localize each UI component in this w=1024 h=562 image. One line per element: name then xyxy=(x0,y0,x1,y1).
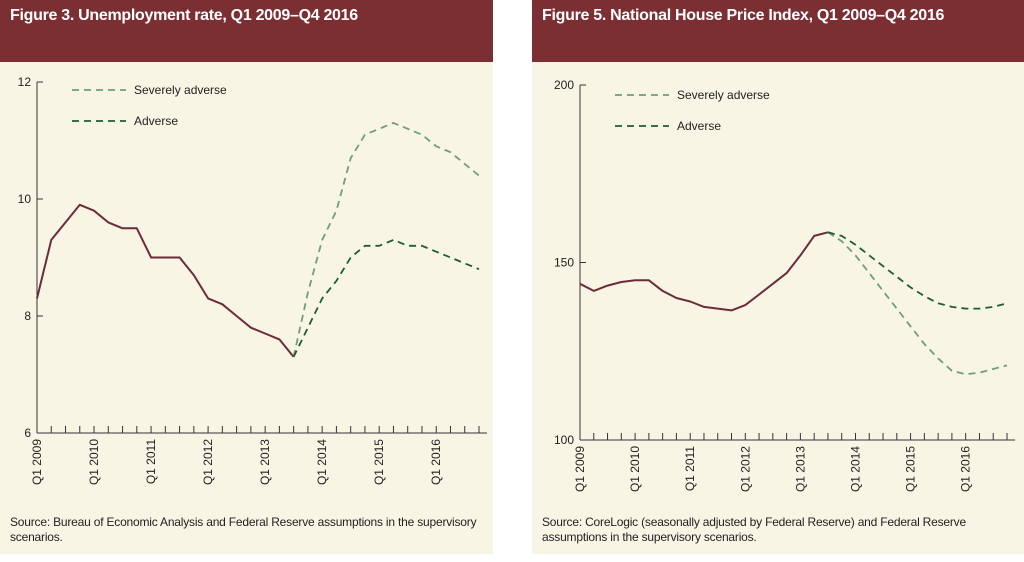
y-tick-label: 200 xyxy=(554,78,574,92)
x-tick-label: Q1 2015 xyxy=(904,446,918,492)
y-tick-label: 8 xyxy=(24,309,31,323)
y-tick-label: 6 xyxy=(24,426,31,440)
panel-background xyxy=(0,62,493,554)
x-tick-label: Q1 2010 xyxy=(628,446,642,492)
series-line xyxy=(36,203,295,358)
panel-background xyxy=(532,62,1024,554)
x-tick-label: Q1 2013 xyxy=(793,446,807,492)
chart-source: Source: CoreLogic (seasonally adjusted b… xyxy=(542,515,966,544)
series-line xyxy=(827,231,1008,310)
panel-header xyxy=(532,0,1024,62)
x-tick-label: Q1 2013 xyxy=(258,439,272,485)
chart-title: Figure 5. National House Price Index, Q1… xyxy=(542,7,945,24)
chart-source: Source: Bureau of Economic Analysis and … xyxy=(10,515,477,544)
x-tick-label: Q1 2014 xyxy=(315,439,329,485)
legend-label: Adverse xyxy=(677,119,721,133)
series-line xyxy=(827,231,1008,376)
x-tick-label: Q1 2010 xyxy=(87,439,101,485)
x-tick-label: Q1 2012 xyxy=(738,446,752,492)
panel-header xyxy=(0,0,493,62)
x-tick-label: Q1 2016 xyxy=(959,446,973,492)
x-tick-label: Q1 2009 xyxy=(30,439,44,485)
series-line xyxy=(579,231,829,312)
x-tick-label: Q1 2011 xyxy=(144,439,158,484)
x-tick-label: Q1 2014 xyxy=(848,446,862,492)
legend-label: Severely adverse xyxy=(677,88,770,102)
legend-label: Severely adverse xyxy=(134,83,227,97)
y-tick-label: 12 xyxy=(18,75,32,89)
x-tick-label: Q1 2012 xyxy=(201,439,215,485)
series-line xyxy=(292,239,480,358)
x-tick-label: Q1 2011 xyxy=(683,446,697,491)
x-tick-label: Q1 2009 xyxy=(573,446,587,492)
y-tick-label: 100 xyxy=(554,433,574,447)
x-tick-label: Q1 2016 xyxy=(429,439,443,485)
legend-label: Adverse xyxy=(134,114,178,128)
chart-title: Figure 3. Unemployment rate, Q1 2009–Q4 … xyxy=(10,7,358,24)
series-line xyxy=(292,122,480,358)
y-tick-label: 10 xyxy=(18,192,32,206)
y-tick-label: 150 xyxy=(554,256,574,270)
x-tick-label: Q1 2015 xyxy=(372,439,386,485)
